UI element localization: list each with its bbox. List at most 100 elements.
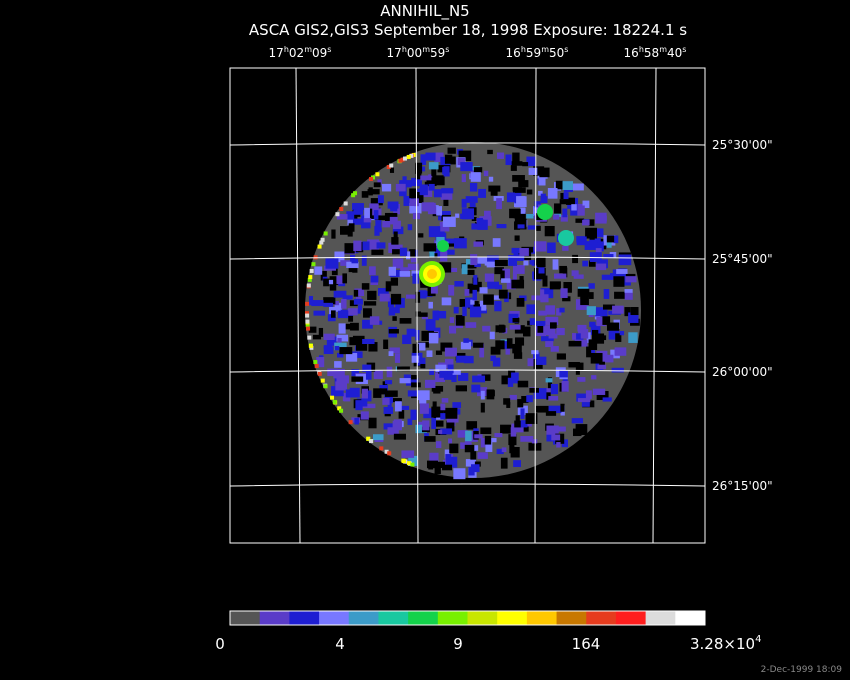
pixel-blob bbox=[434, 248, 441, 257]
pixel-blob bbox=[513, 352, 523, 359]
pixel-blob bbox=[589, 321, 596, 328]
pixel-blob bbox=[395, 183, 406, 192]
pixel-blob bbox=[477, 219, 488, 230]
colorbar-swatch bbox=[348, 611, 379, 625]
pixel-blob bbox=[577, 205, 585, 216]
pixel-blob bbox=[540, 288, 554, 299]
pixel-blob bbox=[606, 235, 615, 243]
pixel-blob bbox=[526, 421, 532, 427]
edge-pixel bbox=[406, 461, 411, 466]
ra-value: 02 bbox=[289, 46, 304, 60]
pixel-blob bbox=[440, 250, 448, 262]
coordinate-grid bbox=[229, 67, 706, 544]
pixel-blob bbox=[606, 322, 620, 331]
pixel-blob bbox=[469, 182, 478, 192]
pixel-blob bbox=[508, 254, 517, 266]
ra-value: 40 bbox=[667, 46, 682, 60]
pixel-blob bbox=[405, 378, 419, 386]
pixel-blob bbox=[445, 456, 458, 468]
colorbar-swatch bbox=[526, 611, 558, 625]
pixel-blob bbox=[455, 213, 460, 218]
ra-value: 59 bbox=[526, 46, 541, 60]
source bbox=[437, 240, 449, 252]
edge-pixel bbox=[384, 449, 389, 454]
pixel-blob bbox=[465, 430, 472, 442]
pixel-blob bbox=[435, 350, 443, 355]
pixel-blob bbox=[447, 147, 456, 154]
pixel-blob bbox=[603, 253, 614, 259]
ra-label: 17h00m59s bbox=[387, 45, 450, 60]
pixel-blob bbox=[394, 353, 401, 363]
pixel-blob bbox=[393, 433, 406, 440]
pixel-blob bbox=[441, 297, 452, 306]
pixel-blob bbox=[572, 254, 579, 264]
pixel-blob bbox=[442, 464, 453, 471]
pixel-blob bbox=[349, 337, 360, 346]
pixel-blob bbox=[431, 167, 437, 177]
pixel-blob bbox=[410, 409, 417, 420]
pixel-blob bbox=[403, 374, 411, 380]
pixel-blob bbox=[534, 241, 547, 252]
pixel-blob bbox=[333, 291, 343, 298]
pixel-blob bbox=[584, 241, 598, 250]
pixel-blob bbox=[329, 280, 337, 291]
ra-grid-line bbox=[652, 67, 657, 544]
pixel-blob bbox=[547, 188, 558, 199]
pixel-blob bbox=[392, 316, 397, 321]
pixel-blob bbox=[337, 310, 349, 319]
pixel-blob bbox=[526, 304, 536, 315]
pixel-blob bbox=[562, 245, 569, 251]
colorbar-label: 4 bbox=[335, 635, 345, 653]
pixel-blob bbox=[500, 424, 511, 434]
ra-grid-line bbox=[295, 67, 301, 544]
pixel-blob bbox=[550, 346, 559, 352]
pixel-blob bbox=[533, 388, 547, 399]
pixel-blob bbox=[336, 214, 348, 220]
pixel-blob bbox=[500, 457, 508, 469]
pixel-blob bbox=[379, 293, 390, 302]
ra-unit: s bbox=[445, 45, 449, 54]
pixel-blob bbox=[337, 337, 342, 345]
pixel-blob bbox=[384, 392, 393, 404]
pixel-blob bbox=[415, 311, 422, 317]
pixel-blob bbox=[336, 275, 344, 285]
pixel-blob bbox=[423, 243, 437, 252]
pixel-blob bbox=[391, 244, 403, 250]
pixel-blob bbox=[391, 293, 402, 305]
dec-grid-line bbox=[229, 483, 706, 487]
pixel-blob bbox=[365, 369, 372, 380]
pixel-blob bbox=[510, 447, 520, 458]
pixel-blob bbox=[576, 236, 587, 246]
pixel-blob bbox=[415, 424, 427, 434]
pixel-blob bbox=[506, 402, 511, 408]
edge-pixel bbox=[409, 153, 414, 158]
pixel-blob bbox=[588, 292, 594, 299]
pixel-blob bbox=[480, 300, 487, 311]
pixel-blob bbox=[336, 375, 349, 384]
pixel-blob bbox=[505, 348, 510, 355]
pixel-blob bbox=[479, 343, 485, 354]
pixel-blob bbox=[424, 379, 436, 388]
pixel-blob bbox=[339, 347, 353, 355]
pixel-blob bbox=[470, 451, 477, 460]
pixel-blob bbox=[442, 216, 456, 227]
pixel-blob bbox=[323, 346, 334, 355]
pixel-blob bbox=[323, 333, 335, 340]
pixel-blob bbox=[575, 424, 588, 435]
pixel-blob bbox=[382, 221, 391, 228]
pixel-blob bbox=[585, 390, 592, 399]
pixel-blob bbox=[445, 407, 458, 419]
pixel-blob bbox=[538, 263, 545, 274]
pixel-blob bbox=[399, 180, 412, 188]
pixel-blob bbox=[606, 238, 612, 248]
pixel-blob bbox=[391, 237, 399, 245]
dec-label: 26°00'00" bbox=[712, 365, 773, 379]
pixel-blob bbox=[624, 289, 633, 294]
pixel-blob bbox=[375, 219, 382, 230]
pixel-blob bbox=[548, 405, 562, 414]
pixel-blob bbox=[488, 176, 494, 182]
colorbar-swatch bbox=[497, 611, 528, 625]
pixel-blob bbox=[592, 388, 606, 395]
ra-unit: h bbox=[284, 45, 289, 54]
ra-value: 17 bbox=[387, 46, 402, 60]
